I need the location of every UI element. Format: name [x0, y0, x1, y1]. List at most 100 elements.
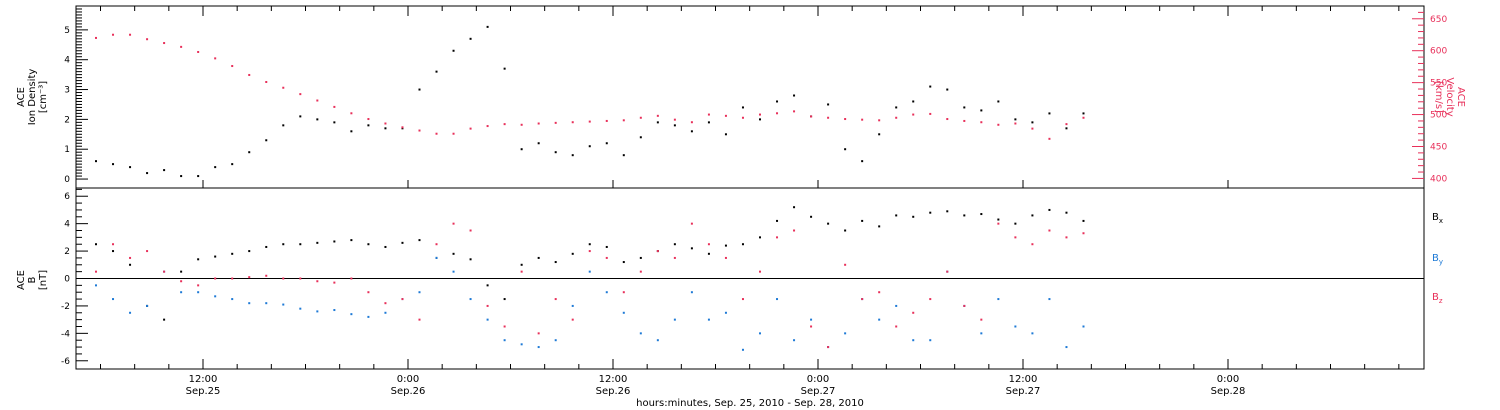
bz-point	[452, 222, 455, 225]
velocity-point	[861, 118, 864, 121]
by-point	[759, 332, 761, 335]
bz-point	[980, 318, 983, 321]
by-point	[316, 310, 319, 313]
velocity-point	[95, 36, 97, 39]
bz-point	[554, 298, 557, 301]
velocity-point	[776, 112, 779, 115]
density-point	[1031, 121, 1034, 124]
density-point	[486, 25, 489, 28]
by-point	[350, 313, 353, 316]
bx-point	[895, 214, 898, 217]
by-point	[605, 291, 608, 294]
density-point	[452, 49, 455, 52]
bottom-ylabel-line3: [nT]	[38, 270, 49, 290]
bottom-data-points	[95, 206, 1085, 351]
bx-point	[401, 241, 404, 244]
bz-point	[401, 298, 404, 301]
top-data-points	[95, 25, 1085, 178]
x-tick-time: 0:00	[397, 374, 419, 385]
density-point	[690, 130, 693, 133]
density-point	[997, 100, 1000, 103]
density-point	[350, 130, 353, 133]
density-point	[929, 85, 932, 88]
density-point	[146, 172, 149, 175]
x-tick-date: Sep.28	[1211, 386, 1246, 397]
top-left-ylabel-line2: Ion Density	[27, 69, 38, 126]
by-point	[656, 339, 659, 342]
bx-point	[350, 239, 353, 242]
velocity-point	[554, 121, 557, 124]
velocity-point	[1065, 123, 1068, 126]
bz-point	[1014, 236, 1017, 239]
density-point	[248, 151, 251, 154]
bx-point	[520, 263, 523, 266]
velocity-point	[333, 105, 336, 108]
bz-point	[656, 250, 659, 253]
bz-point	[180, 280, 183, 283]
by-point	[810, 318, 813, 321]
bz-point	[350, 277, 353, 280]
density-point	[844, 148, 847, 151]
by-point	[469, 298, 472, 301]
top-right-ylabel: ACE Velocity [km/s]	[1433, 77, 1466, 116]
velocity-point	[248, 73, 251, 76]
velocity-point	[946, 118, 949, 121]
bz-point	[793, 229, 796, 232]
top-left-tick-label: 0	[64, 175, 70, 185]
by-point	[571, 304, 574, 307]
density-point	[588, 145, 591, 148]
by-point	[537, 346, 540, 349]
bz-point	[929, 298, 932, 301]
velocity-point	[146, 38, 149, 41]
bottom-tick-label: 4	[64, 220, 70, 230]
bx-point	[282, 243, 285, 246]
bz-point	[146, 250, 149, 253]
bx-point	[112, 250, 115, 253]
x-tick-date: Sep.25	[186, 386, 221, 397]
bx-point	[503, 298, 506, 301]
bx-point	[707, 252, 710, 255]
bz-point	[639, 270, 642, 273]
velocity-point	[503, 123, 506, 126]
velocity-point	[997, 123, 1000, 126]
density-point	[827, 103, 830, 106]
bz-point	[248, 276, 251, 279]
bx-point	[1065, 211, 1068, 214]
x-tick-date: Sep.27	[801, 386, 836, 397]
x-tick-time: 0:00	[807, 374, 829, 385]
bottom-tick-label: -6	[61, 357, 70, 367]
density-point	[724, 133, 727, 136]
density-point	[316, 118, 319, 121]
velocity-point	[418, 129, 421, 132]
top-right-ylabel-line1: ACE	[1455, 87, 1466, 107]
top-left-tick-label: 5	[64, 26, 70, 36]
density-point	[333, 121, 336, 124]
bx-point	[214, 255, 217, 258]
bz-point	[265, 274, 268, 277]
velocity-point	[384, 122, 387, 125]
bx-point	[248, 250, 251, 253]
velocity-point	[401, 126, 404, 129]
density-point	[759, 118, 761, 121]
by-point	[367, 315, 370, 318]
velocity-point	[724, 114, 727, 117]
x-tick-date: Sep.26	[596, 386, 631, 397]
bz-point	[827, 346, 830, 349]
bz-point	[997, 222, 1000, 225]
velocity-point	[537, 122, 540, 125]
bx-point	[810, 215, 813, 218]
by-point	[554, 339, 557, 342]
bottom-ylabel: ACE B [nT]	[16, 270, 49, 290]
density-point	[656, 121, 659, 124]
bx-point	[605, 245, 608, 248]
velocity-point	[980, 121, 983, 124]
velocity-point	[810, 115, 813, 118]
bz-point	[316, 280, 319, 283]
velocity-point	[588, 120, 591, 123]
by-point	[520, 343, 523, 346]
bx-point	[265, 245, 268, 248]
bottom-tick-label: 6	[64, 192, 70, 202]
velocity-point	[741, 116, 744, 119]
bx-point	[486, 284, 489, 287]
